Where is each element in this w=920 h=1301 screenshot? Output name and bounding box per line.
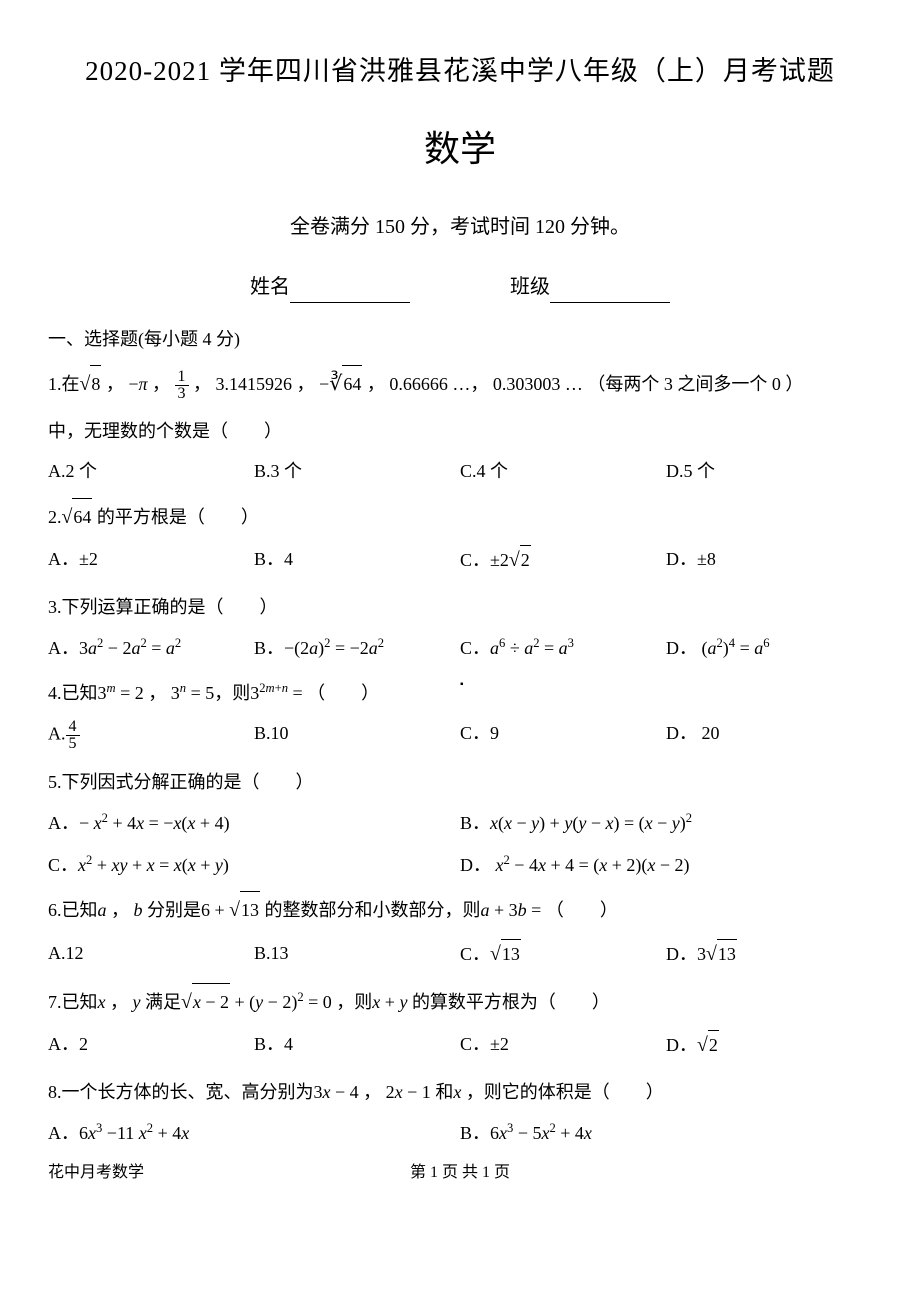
frac-1-3: 13 — [175, 369, 189, 402]
q1-mid1: ， 3.1415926 ， — [189, 374, 320, 394]
q6-mid3: 的整数部分和小数部分，则 — [260, 900, 481, 920]
q7-mid3: ，则 — [336, 992, 372, 1012]
footer-left: 花中月考数学 — [48, 1160, 144, 1186]
q8-mid2: 和 — [435, 1082, 453, 1102]
q4-options: A.45 B.10 C．9 D． 20 — [48, 719, 872, 752]
q2-options: A．±2 B．4 C．±22 D．±8 — [48, 545, 872, 577]
q1-option-b[interactable]: B.3 个 — [254, 457, 460, 486]
q5-options-ab: A．− x2 + 4x = −x(x + 4) B．x(x − y) + y(y… — [48, 808, 872, 838]
q3-option-a[interactable]: A．3a2 − 2a2 = a2 — [48, 633, 254, 663]
q4-post: ，则 — [214, 683, 250, 703]
exam-title: 2020-2021 学年四川省洪雅县花溪中学八年级（上）月考试题 — [48, 50, 872, 93]
q5-options-cd: C．x2 + xy + x = x(x + y) D． x2 − 4x + 4 … — [48, 850, 872, 880]
class-input-line[interactable] — [550, 279, 670, 303]
q8-options-ab: A．6x3 −11 x2 + 4x B．6x3 − 5x2 + 4x — [48, 1118, 872, 1148]
q1-options: A.2 个 B.3 个 C.4 个 D.5 个 — [48, 457, 872, 486]
sqrt-8: 8 — [80, 365, 102, 405]
q4-end: = （ ） — [288, 683, 379, 703]
q7-pre: 7.已知 — [48, 992, 98, 1012]
q1-mid2: ， 0.66666 …， 0.303003 … （每两个 3 之间多一个 0 ） — [362, 374, 803, 394]
q3-options: A．3a2 − 2a2 = a2 B．−(2a)2 = −2a2 C．a6 ÷ … — [48, 633, 872, 663]
q1-option-d[interactable]: D.5 个 — [666, 457, 872, 486]
q6-option-d[interactable]: D．313 — [666, 939, 872, 971]
q2-suffix: 的平方根是（ ） — [92, 507, 259, 527]
q7-option-a[interactable]: A．2 — [48, 1030, 254, 1062]
name-input-line[interactable] — [290, 279, 410, 303]
question-7: 7.已知x ， y 满足x − 2 + (y − 2)2 = 0 ，则x + y… — [48, 983, 872, 1023]
class-label: 班级 — [510, 276, 550, 298]
q6-pre: 6.已知 — [48, 900, 98, 920]
q8-option-a[interactable]: A．6x3 −11 x2 + 4x — [48, 1118, 460, 1148]
q4-pre: 4.已知 — [48, 683, 98, 703]
q4-mid: ， — [148, 683, 171, 703]
q5-option-b[interactable]: B．x(x − y) + y(y − x) = (x − y)2 — [460, 808, 872, 838]
q2-option-a[interactable]: A．±2 — [48, 545, 254, 577]
q7-option-c[interactable]: C．±2 — [460, 1030, 666, 1062]
question-1: 1.在8 ， −π ， 13 ， 3.1415926 ， −64 ， 0.666… — [48, 364, 872, 405]
q6-option-c[interactable]: C．13 — [460, 939, 666, 971]
name-field: 姓名 — [250, 271, 410, 303]
exam-subject: 数学 — [48, 121, 872, 179]
q5-option-c[interactable]: C．x2 + xy + x = x(x + y) — [48, 850, 460, 880]
q4-option-c[interactable]: C．9 — [460, 719, 666, 752]
q1-option-a[interactable]: A.2 个 — [48, 457, 254, 486]
question-4: 4.已知3m = 2 ， 3n = 5，则32m+n = （ ） ▪ — [48, 675, 872, 711]
footer-center: 第 1 页 共 1 页 — [410, 1160, 510, 1186]
name-label: 姓名 — [250, 276, 290, 298]
question-5: 5.下列因式分解正确的是（ ） — [48, 764, 872, 800]
q6-option-b[interactable]: B.13 — [254, 939, 460, 971]
question-8: 8.一个长方体的长、宽、高分别为3x − 4 ， 2x − 1 和x ，则它的体… — [48, 1074, 872, 1110]
q6-options: A.12 B.13 C．13 D．313 — [48, 939, 872, 971]
question-1-line2: 中，无理数的个数是（ ） — [48, 413, 872, 449]
q7-mid1: ， — [110, 992, 133, 1012]
cbrt-64: 64 — [329, 364, 362, 405]
q7-option-b[interactable]: B．4 — [254, 1030, 460, 1062]
q8-option-b[interactable]: B．6x3 − 5x2 + 4x — [460, 1118, 872, 1148]
q7-end: 的算数平方根为（ ） — [412, 992, 610, 1012]
q5-option-d[interactable]: D． x2 − 4x + 4 = (x + 2)(x − 2) — [460, 850, 872, 880]
q6-end: = （ ） — [527, 900, 618, 920]
q8-pre: 8.一个长方体的长、宽、高分别为 — [48, 1082, 314, 1102]
section-1-header: 一、选择题(每小题 4 分) — [48, 325, 872, 354]
q6-mid2: 分别是 — [147, 900, 201, 920]
q4-option-a[interactable]: A.45 — [48, 719, 254, 752]
q4-option-d[interactable]: D． 20 — [666, 719, 872, 752]
question-6: 6.已知a ， b 分别是6 + 13 的整数部分和小数部分，则a + 3b =… — [48, 891, 872, 931]
q7-mid2: 满足 — [145, 992, 181, 1012]
q3-option-d[interactable]: D． (a2)4 = a6 — [666, 633, 872, 663]
q5-option-a[interactable]: A．− x2 + 4x = −x(x + 4) — [48, 808, 460, 838]
q7-options: A．2 B．4 C．±2 D．2 — [48, 1030, 872, 1062]
page-footer: 花中月考数学 第 1 页 共 1 页 — [48, 1160, 872, 1186]
q3-option-b[interactable]: B．−(2a)2 = −2a2 — [254, 633, 460, 663]
q6-mid1: ， — [111, 900, 134, 920]
dot-mark: ▪ — [460, 675, 464, 695]
q2-option-b[interactable]: B．4 — [254, 545, 460, 577]
q8-mid1: ， — [363, 1082, 386, 1102]
q2-option-d[interactable]: D．±8 — [666, 545, 872, 577]
q1-prefix: 1.在 — [48, 374, 80, 394]
q1-option-c[interactable]: C.4 个 — [460, 457, 666, 486]
q8-end: ，则它的体积是（ ） — [466, 1082, 664, 1102]
class-field: 班级 — [510, 271, 670, 303]
sqrt-x-2: x − 2 — [181, 983, 230, 1023]
q2-option-c[interactable]: C．±22 — [460, 545, 666, 577]
q6-option-a[interactable]: A.12 — [48, 939, 254, 971]
exam-meta: 全卷满分 150 分，考试时间 120 分钟。 — [48, 211, 872, 243]
question-2: 2.64 的平方根是（ ） — [48, 498, 872, 538]
q2-prefix: 2. — [48, 507, 62, 527]
q4-option-b[interactable]: B.10 — [254, 719, 460, 752]
q7-option-d[interactable]: D．2 — [666, 1030, 872, 1062]
q1-sep1: ， −π ， — [101, 374, 174, 394]
sqrt-13-a: 13 — [229, 891, 260, 931]
sqrt-64: 64 — [62, 498, 93, 538]
question-3: 3.下列运算正确的是（ ） — [48, 589, 872, 625]
q3-option-c[interactable]: C．a6 ÷ a2 = a3 — [460, 633, 666, 663]
student-fields: 姓名 班级 — [48, 271, 872, 303]
